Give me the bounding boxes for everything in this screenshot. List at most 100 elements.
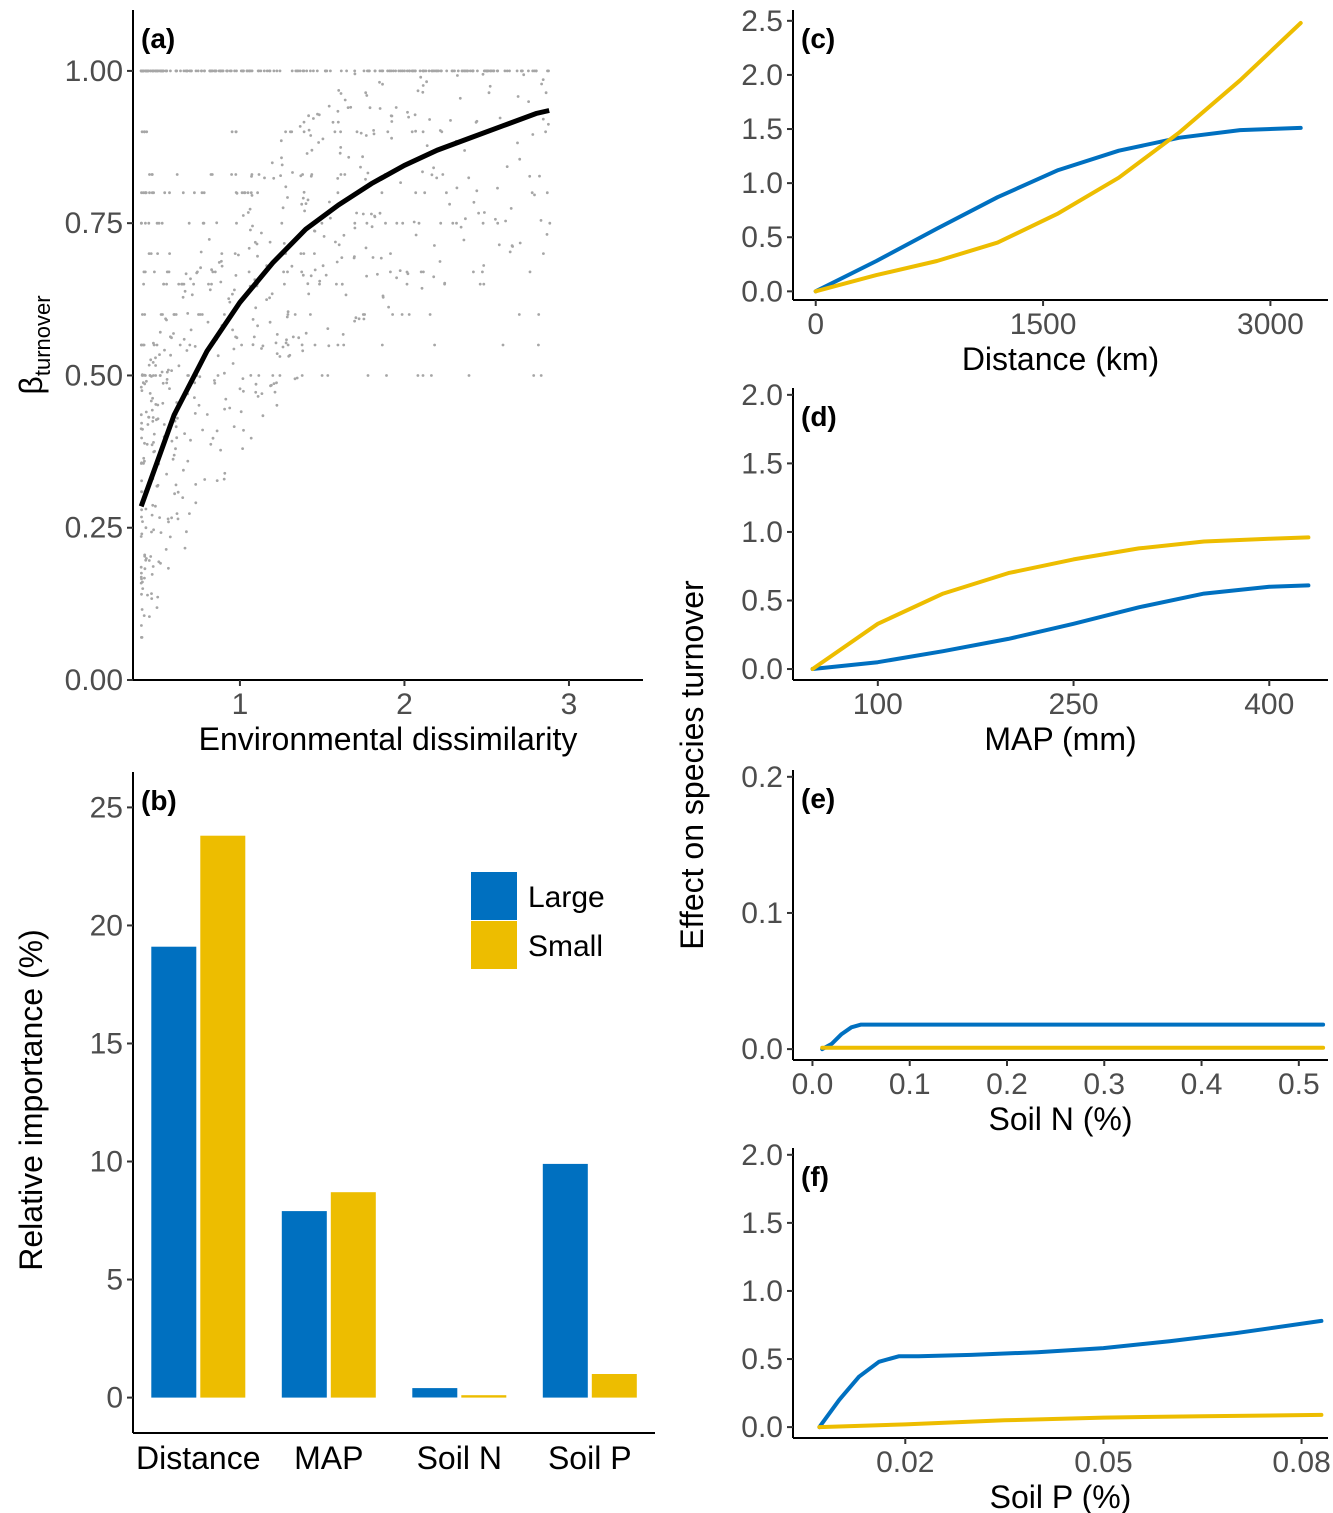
scatter-point	[286, 313, 290, 316]
scatter-point	[346, 106, 350, 109]
scatter-point	[230, 130, 234, 134]
scatter-point	[193, 381, 197, 385]
scatter-point	[327, 104, 331, 108]
scatter-point	[272, 69, 276, 73]
scatter-point	[302, 190, 306, 194]
scatter-point	[285, 315, 289, 319]
scatter-point	[152, 341, 155, 345]
scatter-point	[150, 573, 154, 576]
scatter-point	[300, 202, 304, 206]
scatter-point	[171, 457, 175, 461]
scatter-point	[168, 387, 171, 390]
panel-f-lines	[817, 1318, 1324, 1430]
scatter-point	[152, 432, 156, 436]
scatter-point	[508, 69, 511, 73]
scatter-point	[471, 69, 475, 73]
panel-d-label: (d)	[801, 401, 837, 432]
scatter-point	[167, 566, 170, 570]
scatter-point	[151, 416, 155, 419]
panel-b-category-label: MAP	[294, 1440, 363, 1476]
scatter-point	[223, 471, 227, 475]
panel-c-label: (c)	[801, 23, 835, 54]
scatter-point	[494, 217, 497, 221]
scatter-point	[141, 587, 145, 590]
scatter-point	[186, 459, 190, 463]
scatter-point	[378, 80, 381, 84]
scatter-point	[496, 186, 499, 190]
scatter-point	[256, 191, 259, 195]
panel-e-x-tick-label: 0.1	[889, 1068, 931, 1101]
scatter-point	[439, 221, 443, 225]
scatter-point	[472, 200, 476, 204]
scatter-point	[282, 270, 285, 274]
scatter-point	[394, 106, 398, 109]
scatter-point	[365, 274, 368, 278]
bar-large	[542, 1163, 588, 1398]
scatter-point	[166, 517, 170, 521]
scatter-point	[158, 516, 162, 519]
scatter-point	[456, 69, 460, 73]
scatter-point	[299, 252, 303, 256]
scatter-point	[527, 69, 530, 73]
scatter-point	[281, 345, 285, 349]
scatter-point	[291, 171, 294, 174]
scatter-point	[147, 415, 151, 419]
panel-d-y-tick-label: 1.0	[741, 516, 783, 549]
scatter-point	[154, 504, 157, 508]
scatter-point	[176, 490, 180, 494]
scatter-point	[247, 270, 251, 274]
scatter-point	[437, 69, 440, 73]
scatter-point	[313, 268, 317, 272]
scatter-point	[151, 396, 155, 400]
panel-c-y-tick-label: 1.0	[741, 167, 783, 200]
scatter-point	[148, 374, 152, 377]
scatter-point	[220, 252, 224, 256]
panel-e-label: (e)	[801, 783, 835, 814]
scatter-point	[150, 408, 154, 412]
scatter-point	[441, 173, 445, 176]
scatter-point	[197, 403, 201, 407]
scatter-point	[504, 219, 507, 223]
scatter-point	[372, 132, 376, 136]
scatter-point	[139, 575, 143, 579]
panel-e-x-tick-label: 0.3	[1083, 1068, 1125, 1101]
panel-a-y-tick-label: 0.00	[65, 664, 123, 697]
panel-a-y-tick-label: 0.50	[65, 359, 123, 392]
scatter-point	[250, 175, 253, 178]
panel-c-x-axis-title: Distance (km)	[962, 341, 1159, 377]
bar-small	[461, 1395, 507, 1398]
panel-e-y-tick-label: 0.0	[741, 1033, 783, 1066]
scatter-point	[522, 73, 526, 77]
scatter-point	[189, 277, 192, 281]
scatter-point	[165, 370, 169, 374]
scatter-point	[324, 273, 328, 277]
scatter-point	[385, 374, 388, 377]
scatter-point	[312, 117, 315, 120]
scatter-point	[174, 483, 178, 487]
scatter-point	[541, 78, 545, 81]
scatter-point	[200, 69, 203, 73]
scatter-point	[230, 173, 234, 176]
scatter-point	[183, 432, 187, 435]
scatter-point	[154, 364, 158, 367]
scatter-point	[395, 276, 398, 280]
scatter-point	[141, 580, 144, 584]
scatter-point	[278, 355, 282, 358]
scatter-point	[146, 423, 150, 426]
scatter-point	[302, 130, 306, 134]
scatter-point	[422, 270, 425, 274]
panel-c-line-large	[813, 125, 1303, 294]
scatter-point	[487, 91, 491, 95]
panel-a-label: (a)	[141, 23, 175, 54]
scatter-point	[355, 211, 358, 215]
scatter-point	[274, 341, 278, 345]
scatter-point	[169, 69, 172, 73]
scatter-point	[241, 377, 245, 380]
scatter-point	[325, 69, 329, 73]
scatter-point	[200, 313, 204, 316]
scatter-point	[271, 374, 275, 377]
scatter-point	[533, 193, 536, 197]
scatter-point	[275, 333, 279, 336]
scatter-point	[537, 313, 541, 316]
scatter-point	[537, 343, 540, 347]
